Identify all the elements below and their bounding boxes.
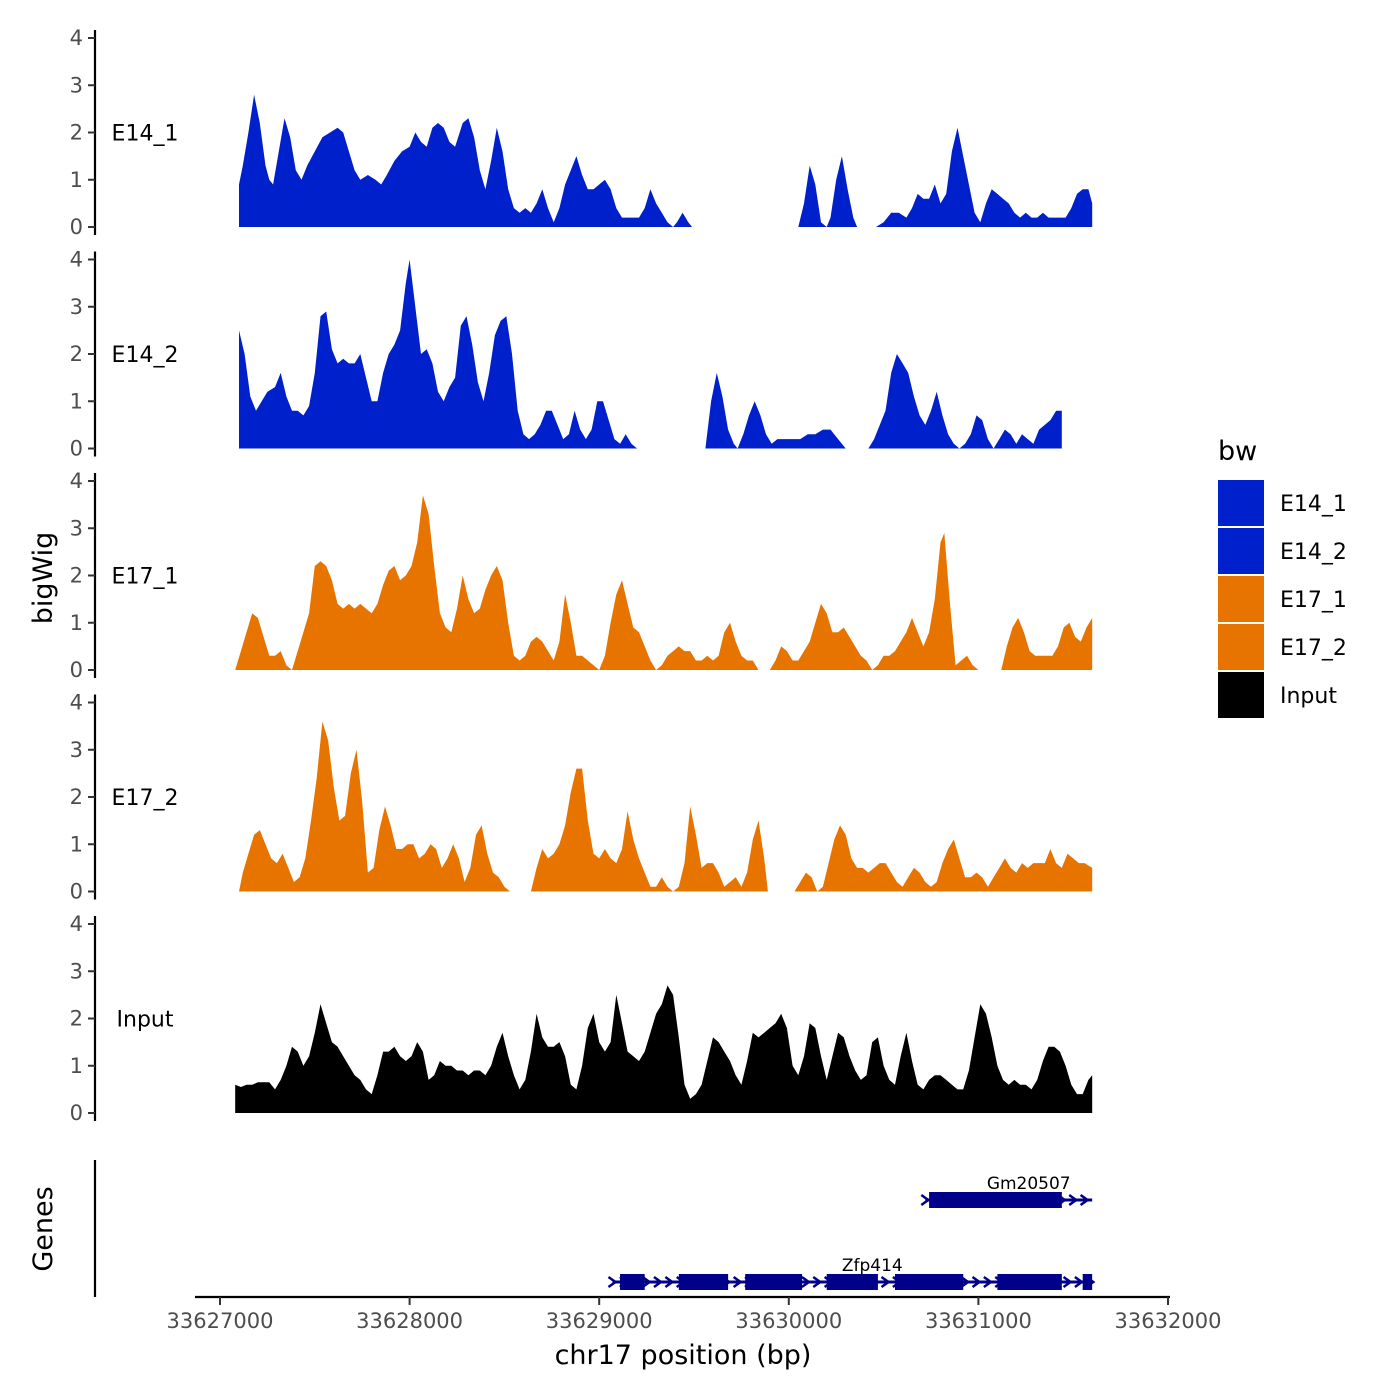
signal-area-e17-2 <box>239 721 1093 892</box>
y-tick-label: 0 <box>70 215 83 239</box>
gene-gm20507: Gm20507 <box>920 1174 1093 1208</box>
legend-label: E17_2 <box>1280 636 1347 661</box>
gene-exon <box>894 1274 964 1290</box>
strand-arrow <box>641 1275 652 1289</box>
y-tick-label: 0 <box>70 1101 83 1125</box>
legend-entry-e17-1: E17_1 <box>1218 576 1347 622</box>
y-tick-label: 4 <box>70 248 83 272</box>
x-tick-label: 33630000 <box>735 1309 842 1333</box>
strand-arrow <box>607 1275 618 1289</box>
legend-entry-input: Input <box>1218 672 1337 718</box>
track-e17-2: 0 1 2 3 4 E17_2 <box>70 691 1093 904</box>
y-tick-label: 4 <box>70 691 83 715</box>
x-tick-label: 33631000 <box>925 1309 1032 1333</box>
y-tick-label: 3 <box>70 73 83 97</box>
legend-swatch <box>1218 528 1264 574</box>
gene-exon <box>997 1274 1062 1290</box>
signal-area-e17-1 <box>235 495 1093 670</box>
strand-arrow <box>653 1275 664 1289</box>
y-tick-label: 0 <box>70 437 83 461</box>
strand-arrow <box>664 1275 675 1289</box>
genes-axis-title: Genes <box>28 1186 59 1271</box>
gene-exon <box>929 1192 1062 1208</box>
gene-zfp414: Zfp414 <box>607 1256 1096 1290</box>
y-tick-label: 1 <box>70 389 83 413</box>
strand-arrow <box>1074 1275 1085 1289</box>
strand-arrow <box>1062 1275 1073 1289</box>
y-tick-label: 3 <box>70 738 83 762</box>
gene-exon <box>1082 1274 1093 1290</box>
legend-label: E17_1 <box>1280 588 1347 613</box>
gene-name-label: Zfp414 <box>842 1256 903 1276</box>
x-axis: 33627000 33628000 33629000 33630000 33631000… <box>167 1295 1222 1371</box>
legend-swatch <box>1218 576 1264 622</box>
y-axis-title: bigWig <box>28 532 59 625</box>
legend: bw E14_1 E14_2 E17_1 E17_2 Input <box>1218 436 1347 718</box>
signal-area-e14-2 <box>239 259 1062 449</box>
y-tick-label: 1 <box>70 611 83 635</box>
track-e14-2: 0 1 2 3 4 E14_2 <box>70 248 1062 461</box>
legend-label: Input <box>1280 684 1337 709</box>
legend-label: E14_2 <box>1280 540 1347 565</box>
strand-arrow <box>920 1193 931 1207</box>
y-tick-label: 2 <box>70 121 83 145</box>
y-tick-label: 0 <box>70 658 83 682</box>
legend-entry-e17-2: E17_2 <box>1218 624 1347 670</box>
strand-arrow <box>1068 1193 1079 1207</box>
y-tick-label: 2 <box>70 785 83 809</box>
gene-exon <box>745 1274 803 1290</box>
strand-arrow <box>812 1275 823 1289</box>
track-label: E17_1 <box>112 565 179 590</box>
y-tick-label: 2 <box>70 1007 83 1031</box>
y-tick-label: 4 <box>70 469 83 493</box>
legend-swatch <box>1218 624 1264 670</box>
y-tick-label: 1 <box>70 168 83 192</box>
legend-swatch <box>1218 672 1264 718</box>
y-tick-label: 4 <box>70 912 83 936</box>
strand-arrow <box>971 1275 982 1289</box>
strand-arrow <box>880 1275 891 1289</box>
y-tick-label: 3 <box>70 295 83 319</box>
genes-panel: Gm20507 Zfp414 <box>93 1160 1096 1297</box>
gene-name-label: Gm20507 <box>987 1174 1071 1194</box>
x-tick-label: 33632000 <box>1115 1309 1222 1333</box>
track-label: E17_2 <box>112 786 179 811</box>
legend-title: bw <box>1218 436 1257 467</box>
y-tick-label: 2 <box>70 342 83 366</box>
track-e14-1: 0 1 2 3 4 E14_1 <box>70 26 1093 239</box>
y-tick-label: 2 <box>70 564 83 588</box>
signal-area-input <box>235 985 1093 1113</box>
strand-arrow <box>983 1275 994 1289</box>
y-tick-label: 1 <box>70 832 83 856</box>
x-tick-label: 33628000 <box>356 1309 463 1333</box>
strand-arrow <box>960 1275 971 1289</box>
x-tick-label: 33627000 <box>167 1309 274 1333</box>
y-tick-label: 3 <box>70 959 83 983</box>
track-label: Input <box>117 1008 174 1033</box>
x-axis-ticks: 33627000 33628000 33629000 33630000 33631000… <box>167 1297 1222 1333</box>
legend-entry-e14-1: E14_1 <box>1218 480 1347 526</box>
strand-arrow <box>801 1275 812 1289</box>
track-label: E14_2 <box>112 343 179 368</box>
signal-tracks: 0 1 2 3 4 E14_1 0 1 2 3 4 E14_2 0 1 2 3 4 E17_1 0 1 2 3 4 E17_2… <box>70 26 1093 1125</box>
strand-arrow <box>732 1275 743 1289</box>
gene-exon <box>826 1274 878 1290</box>
legend-swatch <box>1218 480 1264 526</box>
track-e17-1: 0 1 2 3 4 E17_1 <box>70 469 1093 682</box>
x-axis-title: chr17 position (bp) <box>555 1340 812 1371</box>
y-tick-label: 3 <box>70 516 83 540</box>
x-tick-label: 33629000 <box>546 1309 653 1333</box>
track-label: E14_1 <box>112 122 179 147</box>
y-tick-label: 0 <box>70 880 83 904</box>
strand-arrow <box>1079 1193 1090 1207</box>
legend-label: E14_1 <box>1280 492 1347 517</box>
gene-exon <box>678 1274 729 1290</box>
signal-area-e14-1 <box>239 94 1093 227</box>
y-tick-label: 1 <box>70 1054 83 1078</box>
legend-entry-e14-2: E14_2 <box>1218 528 1347 574</box>
y-tick-label: 4 <box>70 26 83 50</box>
track-input: 0 1 2 3 4 Input <box>70 912 1093 1125</box>
gene-exon <box>620 1274 645 1290</box>
